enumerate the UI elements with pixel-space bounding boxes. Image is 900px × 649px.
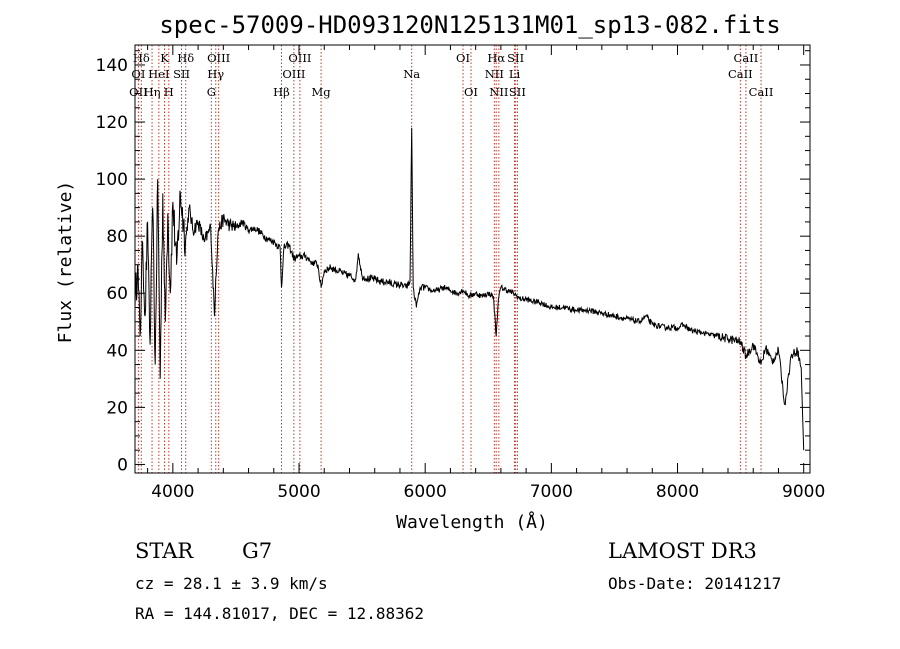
y-tick-label: 80 — [106, 227, 128, 247]
line-label: SII — [509, 85, 526, 99]
spectrum-line — [134, 127, 805, 451]
x-tick-label: 7000 — [530, 482, 573, 502]
line-label: G — [207, 85, 216, 99]
survey-name: LAMOST DR3 — [608, 539, 757, 563]
line-label: OIII — [207, 51, 230, 65]
line-label: CaII — [728, 67, 753, 81]
line-label: Li — [509, 67, 521, 81]
plot-frame — [134, 44, 811, 474]
line-label: Hδ — [133, 51, 150, 65]
x-tick-label: 5000 — [277, 482, 320, 502]
line-label: CaII — [734, 51, 759, 65]
x-axis-label: Wavelength (Å) — [396, 511, 548, 533]
redshift-cz: cz = 28.1 ± 3.9 km/s — [135, 574, 328, 593]
obs-date: Obs-Date: 20141217 — [608, 574, 782, 593]
line-label: OIII — [282, 67, 305, 81]
x-tick-label: 8000 — [656, 482, 699, 502]
line-label: Na — [403, 67, 420, 81]
x-tick-label: 9000 — [782, 482, 825, 502]
line-label: Hη — [144, 85, 161, 99]
line-label: Hγ — [207, 67, 224, 81]
line-label: HeI — [148, 67, 169, 81]
line-label: H — [164, 85, 174, 99]
line-label: CaII — [749, 85, 774, 99]
line-label: NII — [489, 85, 508, 99]
line-label: Mg — [312, 85, 332, 99]
y-tick-label: 40 — [106, 341, 128, 361]
y-axis: 0 20 40 60 80 100 120 140 — [96, 50, 810, 475]
y-tick-label: 0 — [117, 455, 128, 475]
line-label: Hα — [487, 51, 505, 65]
x-axis: 4000 5000 6000 7000 8000 9000 — [147, 45, 825, 502]
y-axis-label: Flux (relative) — [55, 181, 76, 344]
object-subclass: G7 — [242, 539, 273, 563]
line-label: OI — [464, 85, 478, 99]
line-label: OI — [456, 51, 470, 65]
coordinates: RA = 144.81017, DEC = 12.88362 — [135, 604, 424, 623]
line-label: K — [160, 51, 169, 65]
object-class: STAR — [135, 539, 194, 563]
chart-title: spec-57009-HD093120N125131M01_sp13-082.f… — [159, 11, 780, 39]
line-label: NII — [485, 67, 504, 81]
line-label: OIII — [288, 51, 311, 65]
y-tick-label: 140 — [96, 56, 128, 76]
y-tick-label: 120 — [96, 113, 128, 133]
line-label: OII — [129, 85, 148, 99]
x-tick-label: 6000 — [404, 482, 447, 502]
y-tick-label: 100 — [96, 170, 128, 190]
line-label: SII — [173, 67, 190, 81]
line-label: SII — [507, 51, 524, 65]
x-tick-label: 4000 — [151, 482, 194, 502]
line-label: Hδ — [177, 51, 194, 65]
line-label: Hβ — [273, 85, 290, 99]
y-tick-label: 60 — [106, 284, 128, 304]
line-markers — [137, 45, 762, 473]
y-tick-label: 20 — [106, 398, 128, 418]
